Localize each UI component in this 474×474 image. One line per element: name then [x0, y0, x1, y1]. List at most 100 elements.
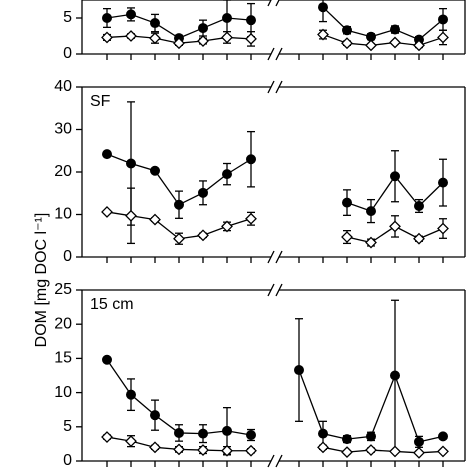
point — [149, 32, 161, 45]
point — [197, 444, 209, 456]
point — [246, 15, 256, 26]
point — [365, 39, 377, 52]
point — [198, 428, 208, 439]
point — [390, 171, 400, 182]
point — [245, 32, 257, 45]
point — [221, 444, 233, 457]
y-tick-label: 5 — [63, 418, 72, 435]
point — [125, 209, 137, 222]
point — [317, 441, 329, 454]
point — [197, 229, 209, 242]
point — [318, 428, 328, 439]
point — [413, 446, 425, 459]
point — [294, 365, 304, 376]
y-tick-label: 10 — [54, 384, 72, 401]
axis-break — [267, 454, 275, 468]
point — [222, 13, 232, 23]
point — [126, 9, 136, 20]
point — [101, 206, 113, 218]
point — [245, 212, 257, 225]
point — [101, 31, 113, 44]
point — [101, 431, 113, 443]
point — [437, 31, 449, 44]
point — [437, 222, 449, 235]
point — [245, 444, 257, 457]
axis-break — [275, 80, 283, 94]
series-line — [106, 153, 444, 212]
y-tick-label: 10 — [54, 206, 72, 223]
point — [437, 445, 449, 458]
point — [365, 236, 377, 249]
point — [198, 23, 208, 34]
point — [149, 441, 161, 454]
point — [366, 431, 376, 442]
point — [246, 430, 256, 441]
y-tick-label: 5 — [63, 9, 72, 26]
point — [221, 220, 233, 233]
point — [365, 444, 377, 456]
axis-break — [267, 0, 272, 7]
point — [198, 187, 208, 198]
y-tick-label: 0 — [63, 452, 72, 469]
panel-label: 15 cm — [90, 296, 134, 313]
axis-break — [267, 250, 275, 264]
point — [102, 354, 112, 365]
axis-break — [275, 283, 283, 297]
point — [366, 206, 376, 217]
point — [341, 37, 353, 50]
y-tick-label: 20 — [54, 163, 72, 180]
point — [413, 39, 425, 52]
axis-break — [267, 80, 275, 94]
y-tick-label: 40 — [54, 78, 72, 95]
axis-break — [275, 454, 283, 468]
point — [197, 35, 209, 47]
point — [222, 169, 232, 180]
point — [341, 446, 353, 459]
axis-break — [267, 283, 275, 297]
y-tick-label: 20 — [54, 315, 72, 332]
point — [221, 31, 233, 44]
point — [389, 220, 401, 233]
panel-label: SF — [90, 93, 111, 110]
point — [390, 370, 400, 381]
axis-break — [275, 47, 283, 61]
point — [149, 213, 161, 226]
point — [150, 410, 160, 421]
axis-break — [275, 250, 283, 264]
point — [126, 389, 136, 400]
point — [438, 177, 448, 188]
point — [389, 36, 401, 49]
y-axis-label: DOM [mg DOC l⁻¹] — [33, 213, 50, 348]
point — [414, 436, 424, 447]
point — [342, 25, 352, 36]
point — [173, 232, 185, 245]
point — [222, 425, 232, 436]
point — [414, 201, 424, 211]
y-tick-label: 30 — [54, 121, 72, 138]
point — [389, 445, 401, 458]
point — [125, 30, 137, 42]
point — [173, 37, 185, 50]
y-tick-label: 0 — [63, 45, 72, 62]
point — [390, 24, 400, 35]
point — [438, 14, 448, 25]
point — [102, 13, 112, 23]
axis-break — [267, 47, 275, 61]
y-tick-label: 25 — [54, 281, 72, 298]
point — [174, 427, 184, 438]
point — [173, 443, 185, 456]
point — [150, 18, 160, 29]
point — [413, 232, 425, 245]
point — [150, 165, 160, 176]
point — [125, 435, 137, 448]
y-tick-label: 0 — [63, 248, 72, 265]
point — [342, 197, 352, 208]
point — [342, 434, 352, 445]
axis-break — [275, 0, 280, 7]
point — [317, 28, 329, 41]
y-tick-label: 15 — [54, 350, 72, 367]
point — [126, 158, 136, 169]
point — [246, 154, 256, 165]
